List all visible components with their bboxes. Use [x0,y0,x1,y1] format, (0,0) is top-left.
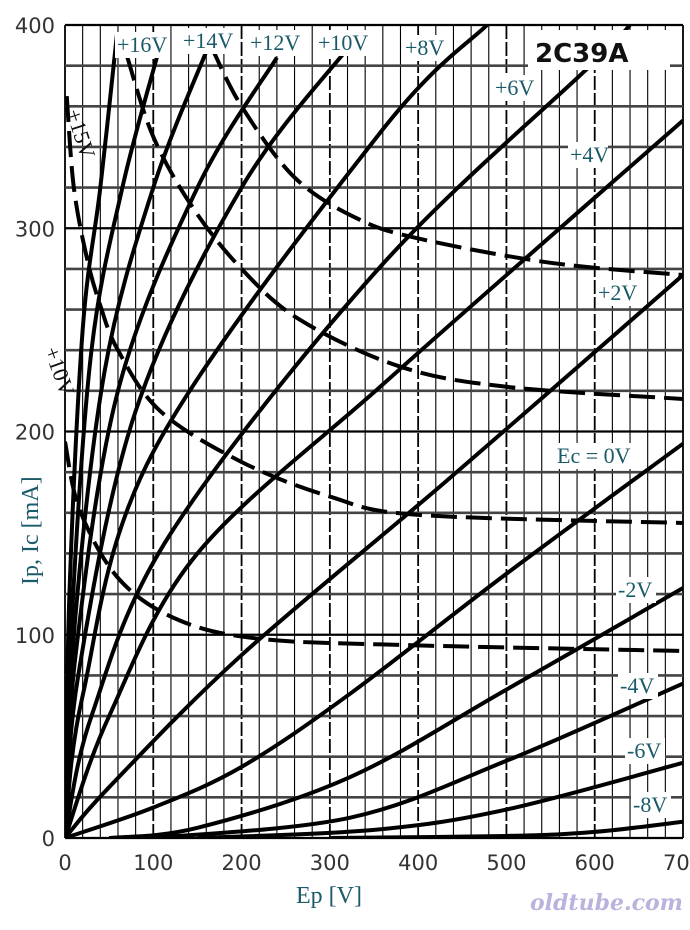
curve-label: +14V [183,28,233,53]
plate-curve-plus6V [65,25,632,838]
x-tick-label: 700 [663,851,690,875]
plate-curve--4V [153,681,683,838]
plate-curve--2V [108,586,683,838]
curve-label: -2V [618,577,652,602]
watermark: oldtube.com [530,890,683,916]
y-tick-label: 300 [15,217,55,241]
dashed-curve-14 [208,44,683,277]
dashed-curve-plus10V [65,441,683,654]
x-tick-label: 100 [133,851,173,875]
plate-curve-plus10V [65,44,352,838]
x-tick-label: 600 [575,851,615,875]
curve-label: +4V [570,142,609,167]
plate-curve-plus2V [65,273,683,838]
x-tick-label: 300 [310,851,350,875]
plate-curve--6V [197,760,683,838]
curves [65,25,683,838]
plate-curve--8V [329,819,683,838]
x-tick-label: 200 [222,851,262,875]
dashed-curve-plus15V [65,95,683,525]
plate-curve-plus8V [65,25,489,838]
tick-labels: 0 100 200 300 400 500 600 700 0 100 200 300 400 [15,14,690,875]
y-tick-label: 200 [15,421,55,445]
plate-curve-plus4V [65,119,683,838]
x-tick-label: 0 [58,851,71,875]
curve-label: -8V [633,792,667,817]
x-axis-label: Ep [V] [296,883,362,909]
curve-label: +8V [405,35,444,60]
curve-label: +16V [117,32,167,57]
x-tick-label: 400 [398,851,438,875]
y-tick-label: 0 [42,827,55,851]
x-tick-label: 500 [486,851,526,875]
plate-curve-Ec0V [65,442,683,838]
curve-label: +15V [61,106,100,162]
y-tick-label: 100 [15,624,55,648]
curve-label: +12V [250,30,300,55]
curve-labels: +16V +14V +12V +10V +8V +6V +4V +2V Ec = 0V -2V -4… [39,28,671,818]
chart-title: 2C39A [535,39,628,69]
curve-label: +2V [598,280,637,305]
curve-label: -6V [627,738,661,763]
curve-label: Ec = 0V [557,443,631,468]
curve-label: -4V [620,673,654,698]
curve-label: +10V [39,343,80,399]
grid [64,23,684,840]
plate-curve-plus12V [65,56,279,838]
dashed-curve-15 [124,54,683,401]
curve-label: +10V [318,30,368,55]
y-axis-label: Ip, Ic [mA] [18,476,44,585]
y-tick-label: 400 [15,14,55,38]
curve-label: +6V [495,75,534,100]
